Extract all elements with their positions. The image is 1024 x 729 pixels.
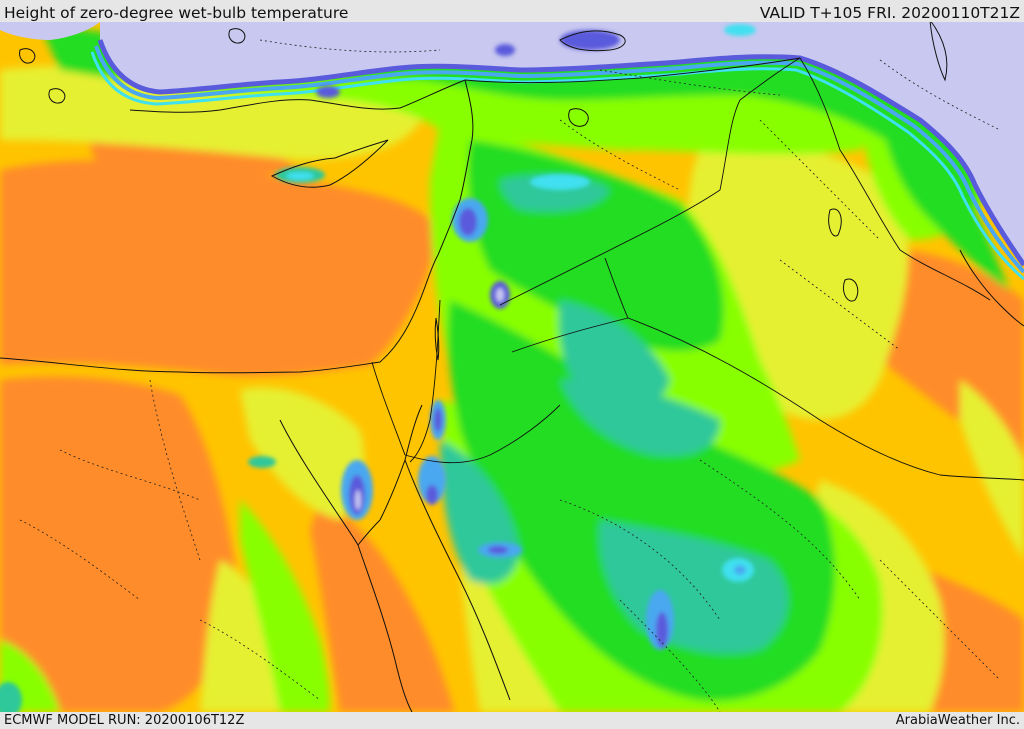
coast-black-sea [559,30,626,52]
zone-mid-low-iraq [560,380,720,457]
spot-syria-cyan [530,174,590,190]
map-title: Height of zero-degree wet-bulb temperatu… [4,4,349,22]
coast-lake-turkey [568,108,589,127]
spot-aegean [316,86,340,98]
border-egypt-israel [371,361,406,456]
zone-mid-iraq-east [880,110,1010,290]
zone-high-sinai [240,387,364,520]
coast-redsea-west [357,544,413,713]
border-iraq-iran [799,57,991,301]
zone-low-mid-north-edge [90,51,1024,281]
coast-levant [437,79,474,256]
coast-caspian [929,18,948,82]
border-jordan-iraq [511,257,629,353]
prov-turkey-2 [599,69,781,96]
zone-highest-egypt [0,160,440,376]
valid-time-label: VALID T+105 FRI. 20200110T21Z [759,4,1020,22]
cold-spots [0,24,756,718]
spot-aqaba-core [426,485,438,505]
zone-lowest-nw [0,22,100,40]
spot-negev-core [434,408,442,432]
spot-hermon-core [496,288,504,302]
spot-turkey-west [495,44,515,56]
coast-egypt-med [0,254,439,374]
zone-lowest-north [100,22,1024,265]
zone-very-low-north-edge [97,39,1024,267]
border-syria-iraq-north [719,57,801,191]
model-run-label: ECMWF MODEL RUN: 20200106T12Z [4,713,245,728]
coast-gulf-suez [279,419,381,546]
spot-hejaz-core [488,546,508,554]
prov-sudan-1 [199,619,321,701]
footer-bar: ECMWF MODEL RUN: 20200106T12Z ArabiaWeat… [0,712,1024,729]
prov-syria-1 [559,119,681,191]
spot-turkey-east [560,30,620,50]
cold-north-band [0,22,1024,281]
coast-cyprus [270,139,389,188]
coastlines [0,18,1024,713]
coast-turkey-south [129,79,466,113]
coast-redsea-east [404,459,511,701]
header-bar: Height of zero-degree wet-bulb temperatu… [0,0,1024,22]
border-syria-iraq [499,189,721,306]
credit-label: ArabiaWeather Inc. [895,713,1020,728]
province-borders [19,39,1001,713]
spot-cyprus-core [286,172,314,180]
prov-turkey-1 [259,39,441,53]
zone-low-north-edge [94,45,1024,274]
spot-hail-core [734,565,746,575]
prov-iraq-2 [779,259,901,351]
spot-sinai-peak [355,490,361,510]
prov-egypt-2 [59,449,201,501]
spot-aqaba [418,456,446,504]
zone-high-far-east [960,380,1024,560]
border-turkey-syria [464,57,801,84]
prov-saudi-2 [699,459,861,601]
spot-lebanon-core [459,208,477,236]
border-saudi-iraq [627,317,1024,481]
country-borders [371,57,1024,481]
spot-nafud-core [656,612,668,648]
prov-egypt-1 [149,379,201,561]
zone-highest-sahara [0,376,240,712]
prov-egypt-3 [19,519,141,601]
coast-aegean-islands [19,28,246,104]
spot-iran-west [724,24,756,36]
border-jordan-saudi [404,404,561,464]
coast-lakes-iraq [828,208,859,302]
prov-saudi-4 [879,559,1001,681]
prov-iran-1 [879,59,1001,131]
prov-iraq-1 [759,119,881,241]
coast-persian-gulf [959,249,1024,327]
prov-saudi-3 [619,599,721,713]
border-israel-jordan [409,299,441,463]
spot-sinai-west [248,456,276,468]
spot-sw-green [0,682,22,718]
zone-highest-redsea [310,500,455,712]
zone-mid-high-sudan [240,500,330,712]
coast-dead-sea [434,317,440,361]
